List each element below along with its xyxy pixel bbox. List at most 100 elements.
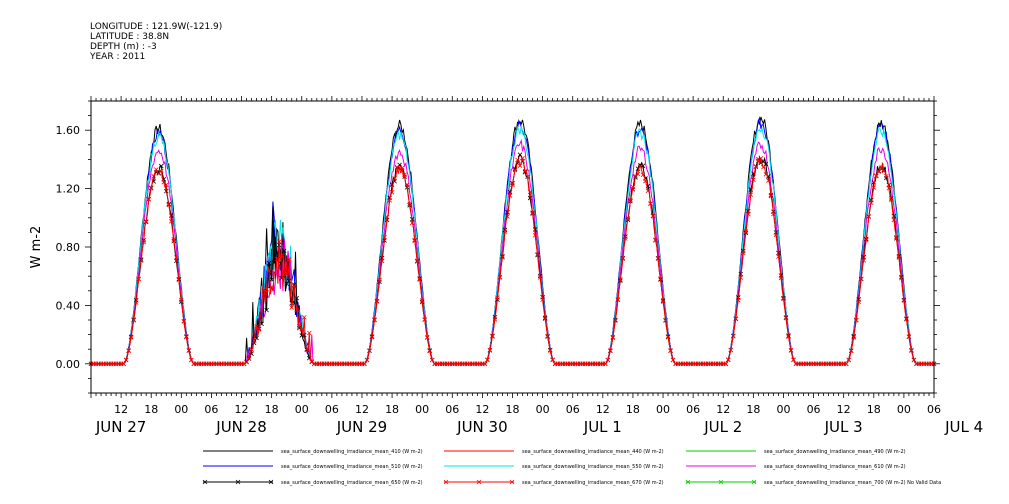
series-marker bbox=[517, 163, 523, 168]
y-tick-label: 1.20 bbox=[56, 183, 81, 196]
latitude-label: LATITUDE : 38.8N bbox=[90, 32, 170, 42]
series-marker bbox=[417, 277, 422, 282]
series-marker bbox=[881, 168, 887, 174]
series-marker bbox=[871, 185, 877, 190]
series-marker bbox=[542, 316, 548, 322]
series-marker bbox=[891, 217, 897, 223]
series-marker bbox=[291, 283, 297, 289]
series-marker bbox=[904, 317, 909, 322]
series-marker bbox=[738, 275, 744, 280]
series-marker bbox=[301, 315, 307, 320]
series-marker bbox=[618, 277, 623, 282]
series-marker bbox=[751, 177, 756, 183]
x-hour-tick-label: 18 bbox=[867, 403, 881, 416]
series-marker bbox=[863, 237, 869, 243]
series-marker bbox=[271, 260, 277, 265]
series-markers-mean-670 bbox=[88, 155, 937, 367]
series-marker bbox=[515, 157, 520, 163]
series-marker bbox=[906, 334, 912, 339]
series-marker bbox=[419, 298, 425, 303]
series-marker bbox=[291, 282, 297, 287]
series-marker bbox=[723, 361, 729, 367]
series-marker bbox=[668, 348, 673, 353]
series-marker bbox=[407, 201, 412, 207]
series-marker bbox=[367, 348, 372, 353]
x-hour-tick-label: 00 bbox=[415, 403, 429, 416]
series-marker bbox=[766, 178, 771, 183]
series-marker bbox=[379, 258, 385, 264]
series-marker bbox=[761, 164, 766, 170]
series-marker bbox=[771, 211, 776, 217]
series-marker bbox=[545, 333, 550, 339]
x-hour-tick-label: 12 bbox=[475, 403, 489, 416]
series-marker bbox=[665, 334, 671, 340]
series-marker bbox=[271, 270, 277, 275]
series-marker bbox=[387, 198, 392, 203]
x-hour-tick-label: 00 bbox=[174, 403, 188, 416]
series-marker bbox=[507, 193, 513, 198]
series-marker bbox=[306, 330, 312, 336]
series-marker bbox=[909, 348, 914, 353]
series-marker bbox=[392, 175, 397, 181]
x-hour-tick-label: 12 bbox=[596, 403, 610, 416]
series-marker bbox=[497, 275, 503, 280]
series-marker bbox=[630, 184, 636, 190]
series-marker bbox=[635, 171, 641, 177]
series-marker bbox=[404, 182, 410, 187]
longitude-label: LONGITUDE : 121.9W(-121.9) bbox=[90, 22, 223, 32]
series-marker bbox=[362, 361, 367, 367]
series-marker bbox=[502, 229, 508, 234]
series-marker bbox=[899, 275, 904, 281]
x-hour-tick-label: 18 bbox=[265, 403, 279, 416]
series-marker bbox=[266, 260, 272, 266]
x-hour-tick-label: 18 bbox=[746, 403, 760, 416]
series-marker bbox=[364, 357, 370, 363]
x-day-label: JUL 3 bbox=[824, 418, 863, 436]
series-marker bbox=[758, 156, 764, 161]
series-marker bbox=[658, 276, 663, 281]
x-day-label: JUN 30 bbox=[456, 418, 507, 436]
series-marker bbox=[778, 275, 784, 281]
series-marker bbox=[186, 348, 192, 353]
series-marker bbox=[264, 286, 269, 292]
x-day-label: JUN 27 bbox=[95, 418, 146, 436]
x-hour-tick-label: 06 bbox=[566, 403, 580, 416]
series-marker bbox=[763, 161, 769, 167]
series-marker bbox=[776, 254, 781, 259]
x-day-label: JUL 4 bbox=[944, 418, 983, 436]
series-marker bbox=[158, 163, 164, 169]
x-hour-tick-label: 06 bbox=[445, 403, 459, 416]
x-hour-tick-label: 00 bbox=[776, 403, 790, 416]
x-hour-tick-label: 12 bbox=[716, 403, 730, 416]
axis-layer: 12 18 00 06 12 18 00 06 12 18 00 06 12 18 00 06 12 18 00 06… bbox=[56, 96, 983, 436]
series-marker bbox=[259, 321, 264, 327]
series-marker bbox=[532, 232, 538, 238]
series-marker bbox=[402, 172, 407, 177]
series-marker bbox=[264, 307, 269, 313]
series-marker bbox=[781, 296, 786, 302]
series-marker bbox=[148, 186, 154, 191]
series-marker bbox=[482, 361, 488, 367]
series-marker bbox=[858, 276, 864, 282]
series-marker bbox=[512, 167, 518, 173]
series-marker bbox=[615, 297, 621, 302]
series-marker bbox=[399, 165, 405, 171]
series-marker bbox=[505, 214, 510, 219]
x-hour-tick-label: 06 bbox=[927, 403, 941, 416]
series-marker bbox=[736, 297, 741, 303]
series-marker bbox=[259, 308, 264, 313]
year-label: YEAR : 2011 bbox=[90, 52, 146, 62]
series-line-mean-670 bbox=[91, 158, 934, 365]
series-marker bbox=[249, 347, 254, 352]
series-marker bbox=[768, 193, 774, 199]
series-marker bbox=[853, 317, 859, 323]
series-marker bbox=[741, 250, 746, 256]
y-axis-label: W m-2 bbox=[29, 226, 44, 269]
series-marker bbox=[861, 258, 867, 263]
series-marker bbox=[605, 357, 611, 363]
series-marker bbox=[901, 298, 907, 303]
series-marker bbox=[643, 178, 648, 184]
series-marker bbox=[281, 248, 287, 254]
series-marker bbox=[645, 188, 651, 194]
y-tick-label: 1.60 bbox=[56, 124, 81, 137]
